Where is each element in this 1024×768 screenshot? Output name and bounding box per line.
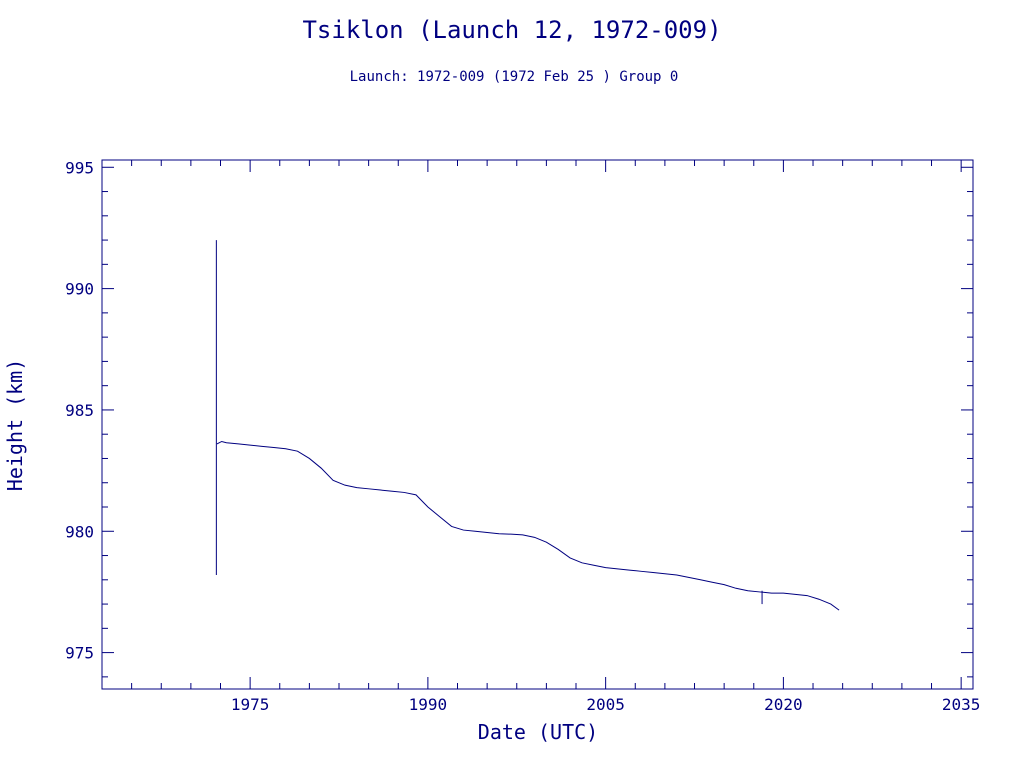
height-series-line (216, 440, 840, 611)
plot-content (215, 240, 840, 611)
chart-subtitle: Launch: 1972-009 (1972 Feb 25 ) Group 0 (350, 69, 679, 85)
tick-labels: 1975 1990 2005 2020 2035 975 980 985 990 995 (65, 158, 980, 714)
y-tick-label: 975 (65, 644, 94, 663)
x-axis-label: Date (UTC) (478, 720, 598, 744)
y-tick-label: 995 (65, 158, 94, 177)
x-tick-label: 2020 (764, 695, 803, 714)
x-tick-label: 2035 (942, 695, 981, 714)
x-tick-label: 2005 (586, 695, 625, 714)
x-tick-label: 1975 (231, 695, 270, 714)
x-tick-label: 1990 (409, 695, 448, 714)
y-tick-label: 985 (65, 401, 94, 420)
y-axis-label: Height (km) (3, 359, 27, 491)
y-tick-label: 990 (65, 280, 94, 299)
axis-ticks (101, 160, 973, 689)
plot-frame (101, 159, 974, 690)
chart-title: Tsiklon (Launch 12, 1972-009) (302, 16, 721, 44)
y-tick-label: 980 (65, 522, 94, 541)
